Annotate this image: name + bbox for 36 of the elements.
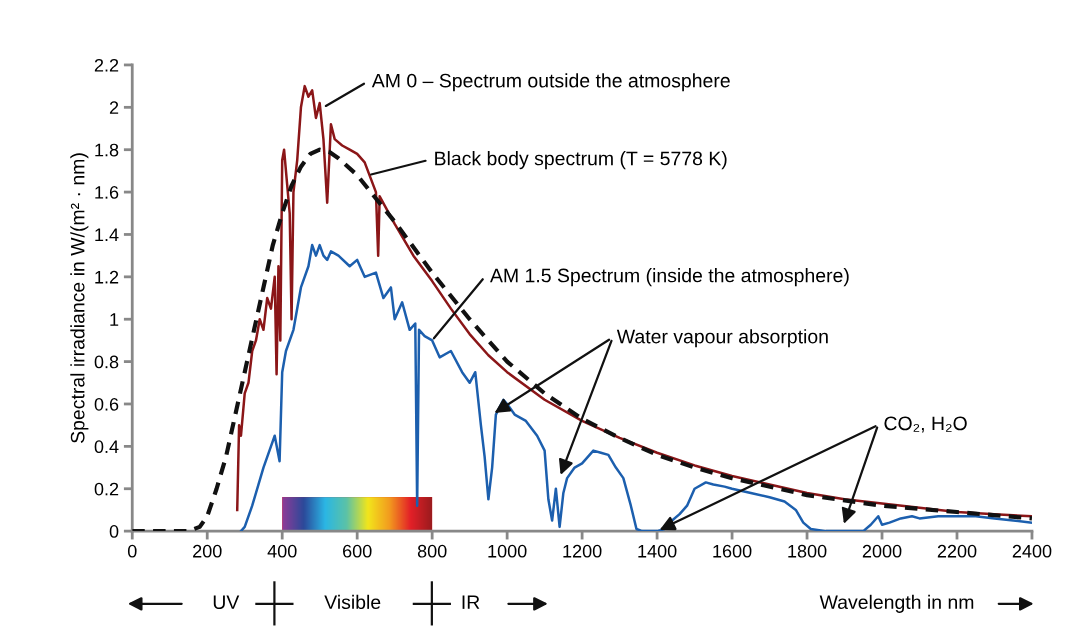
- x-tick-label: 600: [343, 544, 372, 558]
- y-axis-title: Spectral irradiance in W/(m² · nm): [70, 153, 89, 443]
- y-tick-label: 1.6: [95, 186, 119, 199]
- x-tick-label: 200: [193, 544, 222, 558]
- annotation: Black body spectrum (T = 5778 K): [435, 151, 727, 170]
- y-tick-label: 2.2: [94, 58, 119, 72]
- annotation: Water vapour absorption: [616, 329, 828, 348]
- x-axis-title: Wavelength in nm: [819, 594, 974, 613]
- x-tick-label: 2000: [862, 544, 902, 558]
- y-tick-label: 1.8: [95, 143, 119, 157]
- y-tick-label: 0.2: [94, 482, 119, 496]
- y-tick-label: 0.8: [94, 355, 119, 369]
- line-series: [239, 243, 1032, 532]
- y-tick-label: 0.6: [94, 397, 119, 411]
- x-tick-label: 1800: [788, 544, 827, 558]
- annotation: AM 1.5 Spectrum (inside the atmosphere): [490, 268, 849, 287]
- y-tick-label: 1.4: [95, 228, 119, 241]
- annotation: CO₂, H₂O: [884, 416, 967, 433]
- x-tick-label: 400: [267, 544, 297, 558]
- x-tick-label: 1400: [638, 544, 677, 558]
- y-tick-label: 0: [109, 525, 119, 538]
- annotation: AM 0 – Spectrum outside the atmosphere: [371, 73, 730, 92]
- y-tick-label: 0.4: [94, 440, 119, 454]
- text: UV: [213, 595, 240, 610]
- text: Visible: [324, 594, 381, 610]
- x-tick-label: 2200: [937, 544, 977, 558]
- x-tick-label: 1000: [488, 544, 527, 558]
- text: IR: [462, 595, 480, 609]
- x-tick-label: 0: [127, 544, 137, 558]
- y-tick-label: 1.2: [95, 270, 119, 284]
- x-tick-label: 2400: [1012, 544, 1052, 558]
- x-tick-label: 800: [417, 544, 447, 558]
- x-tick-label: 1600: [713, 544, 752, 558]
- y-tick-label: 1: [110, 313, 119, 326]
- x-tick-label: 1200: [563, 544, 602, 558]
- y-tick-label: 2: [109, 101, 119, 114]
